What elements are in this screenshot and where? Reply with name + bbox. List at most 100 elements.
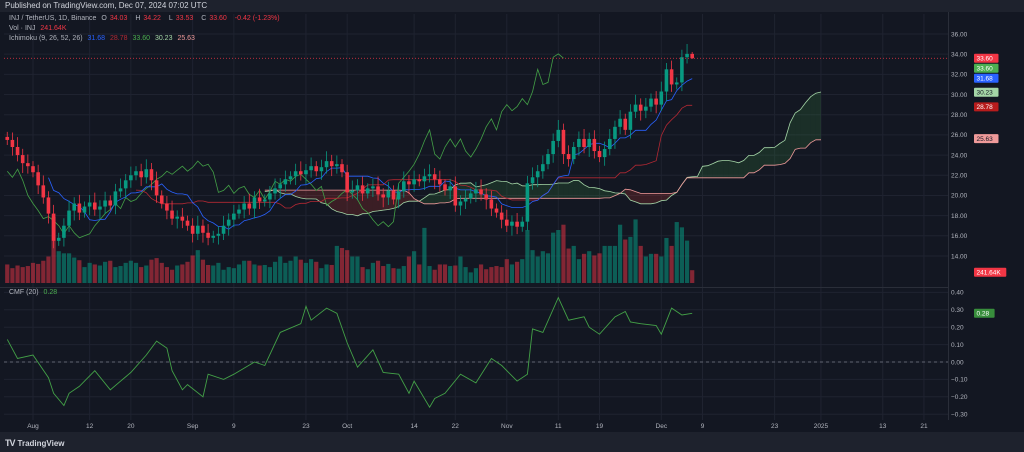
volume-bar: [571, 245, 576, 283]
time-tick-label: 19: [596, 423, 604, 430]
candle: [463, 189, 468, 209]
candle: [134, 166, 138, 181]
candle: [654, 91, 658, 114]
candle: [551, 133, 555, 163]
ichimoku-cloud-segment: [517, 183, 523, 199]
candle-body: [77, 203, 82, 213]
ichimoku-cloud-segment: [501, 181, 507, 199]
volume-bar: [623, 239, 628, 283]
ichimoku-cloud-segment: [754, 152, 760, 173]
candle: [474, 181, 478, 203]
candle-body: [123, 180, 128, 189]
volume-bar: [607, 245, 612, 283]
ichimoku-cloud-segment: [305, 190, 312, 199]
candle-body: [134, 171, 138, 176]
volume-bar: [82, 267, 87, 283]
ichimoku-cloud-segment: [372, 190, 379, 212]
candle-body: [350, 190, 355, 193]
ichimoku-cloud-segment: [584, 184, 590, 199]
ichimoku-cloud-segment: [542, 184, 548, 199]
candle: [319, 159, 324, 180]
time-tick-label: 21: [920, 423, 928, 430]
candle: [10, 132, 15, 156]
candle-body: [566, 154, 571, 160]
candle: [273, 178, 277, 200]
volume-legend: Vol · INJ 241.64K: [9, 25, 70, 32]
time-tick-label: Aug: [27, 423, 39, 430]
candle: [659, 81, 664, 111]
span-a-value: 30.23: [154, 35, 173, 42]
volume-bar: [659, 256, 664, 283]
cmf-label[interactable]: CMF (20): [9, 289, 39, 296]
candle: [226, 213, 231, 236]
candle: [680, 49, 684, 92]
candle: [649, 93, 653, 112]
volume-bar: [319, 268, 324, 283]
candle-body: [659, 91, 664, 105]
candle-body: [494, 208, 499, 213]
candle: [376, 176, 380, 201]
ichimoku-cloud-segment: [609, 191, 615, 198]
candle: [139, 163, 143, 186]
candle-body: [371, 186, 375, 189]
volume-bar: [66, 253, 72, 283]
volume-bar: [293, 256, 298, 283]
candle-body: [319, 167, 324, 172]
volume-bar: [25, 266, 30, 283]
candle: [592, 130, 597, 159]
candle-body: [175, 216, 179, 219]
brand-name: TradingView: [17, 438, 65, 448]
candle-body: [180, 216, 185, 221]
candle-body: [93, 202, 97, 210]
volume-bar: [236, 264, 242, 283]
volume-bar: [10, 268, 15, 283]
price-axis-label-text: 25.63: [977, 136, 994, 143]
candle: [494, 203, 499, 218]
candle-body: [118, 188, 123, 192]
candle-body: [664, 69, 669, 92]
footer-background: [0, 432, 1024, 452]
candle: [288, 171, 293, 185]
candle-body: [360, 185, 365, 194]
volume-bar: [87, 262, 92, 283]
ichimoku-label[interactable]: Ichimoku (9, 26, 52, 26): [9, 35, 83, 42]
volume-bar: [478, 264, 484, 283]
volume-bar: [437, 264, 442, 283]
ichimoku-cloud-segment: [625, 189, 631, 201]
candle-body: [463, 198, 468, 202]
candle-body: [515, 221, 519, 227]
close-value: 33.60: [209, 15, 227, 22]
candle-body: [365, 188, 370, 194]
ichimoku-cloud-segment: [486, 182, 492, 199]
candle-body: [201, 225, 205, 233]
volume-bar: [92, 264, 97, 283]
candle-body: [299, 171, 303, 175]
symbol-title[interactable]: INJ / TetherUS, 1D, Binance: [9, 15, 97, 22]
volume-bar: [489, 267, 494, 283]
volume-bar: [365, 269, 370, 283]
volume-bar: [612, 245, 618, 283]
candle: [669, 60, 674, 92]
close-key: C: [201, 15, 207, 22]
candle-body: [391, 190, 396, 200]
candle-body: [67, 210, 71, 226]
time-tick-label: 11: [555, 423, 562, 430]
candle: [365, 183, 370, 199]
ichimoku-cloud-segment: [764, 147, 770, 166]
price-axis-label: 33.60: [974, 63, 999, 73]
volume-bar: [674, 222, 679, 283]
candle: [159, 190, 164, 209]
volume-bar: [648, 253, 654, 283]
candle-body: [262, 199, 267, 202]
volume-label[interactable]: Vol · INJ: [9, 25, 36, 32]
high-label: H 34.22: [135, 15, 164, 22]
candle: [690, 51, 694, 59]
candle: [309, 157, 313, 178]
ichimoku-cloud-segment: [661, 193, 667, 201]
candle-body: [474, 189, 478, 194]
candle: [438, 170, 442, 192]
candle: [252, 191, 257, 219]
volume-bar: [520, 259, 525, 283]
ichimoku-span-a-line: [264, 91, 822, 217]
